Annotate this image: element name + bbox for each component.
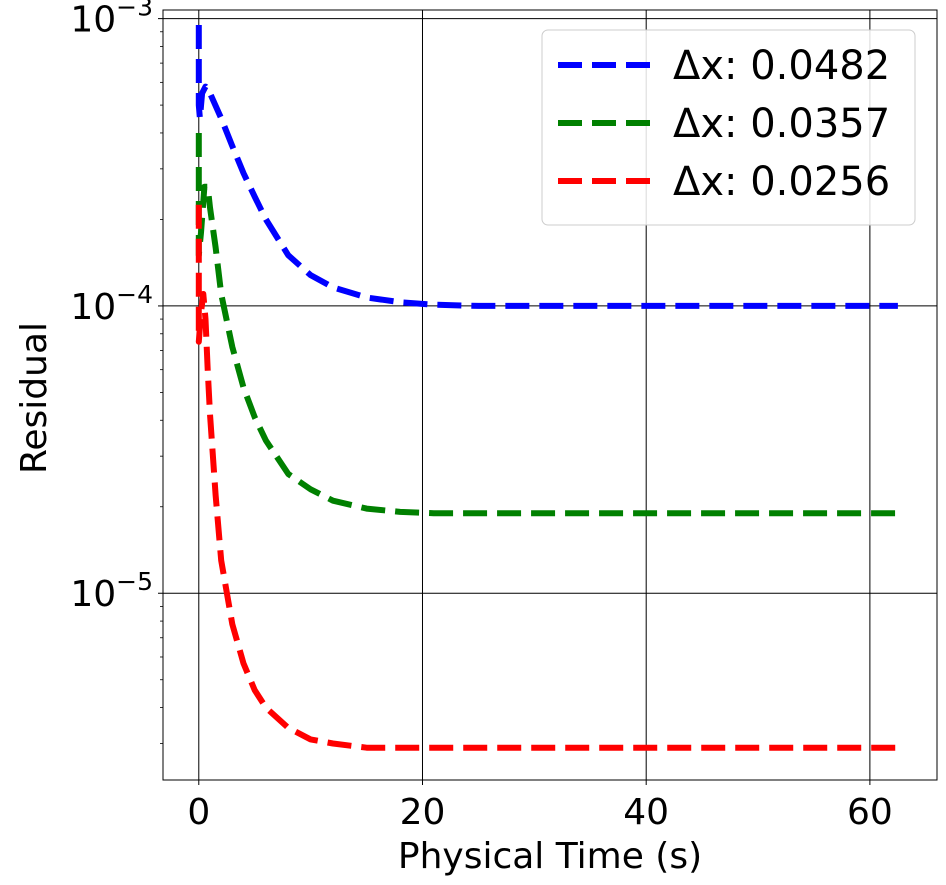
series-line-2 — [195, 133, 898, 517]
x-tick-label: 60 — [847, 792, 893, 833]
y-tick-exponent: −5 — [116, 567, 153, 596]
legend-label: Δx: 0.0482 — [673, 43, 890, 89]
y-tick-base: 10 — [70, 287, 116, 328]
y-tick-label: 10−4 — [70, 280, 153, 328]
x-tick-label: 0 — [187, 792, 210, 833]
y-axis-label: Residual — [14, 322, 55, 474]
y-tick-exponent: −3 — [116, 0, 153, 22]
y-tick-label: 10−5 — [70, 567, 153, 615]
legend-box — [541, 29, 916, 226]
x-tick-label: 20 — [400, 792, 446, 833]
legend-label: Δx: 0.0256 — [673, 159, 890, 205]
y-tick-base: 10 — [70, 0, 116, 41]
x-axis-label: Physical Time (s) — [398, 836, 702, 877]
x-tick-label: 40 — [623, 792, 669, 833]
legend-label: Δx: 0.0357 — [673, 101, 890, 147]
plot-frame — [162, 9, 938, 781]
y-tick-base: 10 — [70, 574, 116, 615]
y-tick-exponent: −4 — [116, 280, 153, 309]
series-line-1 — [195, 25, 898, 309]
y-tick-label: 10−3 — [70, 0, 153, 41]
series-lines — [195, 25, 898, 751]
legend: Δx: 0.0482 Δx: 0.0357 Δx: 0.0256 — [541, 29, 916, 226]
